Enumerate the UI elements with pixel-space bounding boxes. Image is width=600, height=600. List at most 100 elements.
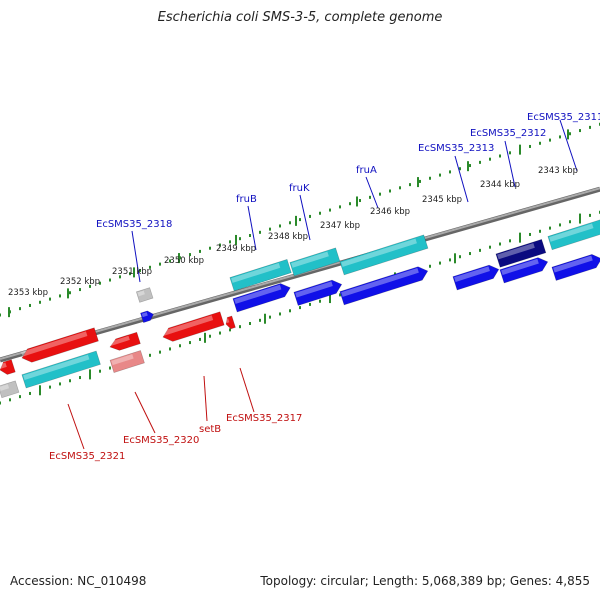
gene-setB bbox=[225, 315, 236, 330]
cds-fruA-sheen bbox=[341, 238, 417, 267]
gene-label: EcSMS35_2313 bbox=[418, 143, 494, 154]
leader-line bbox=[299, 194, 311, 241]
gene-labels: EcSMS35_2311 EcSMS35_2312 EcSMS35_2313 fruA… bbox=[49, 112, 600, 462]
gene-label: EcSMS35_2320 bbox=[123, 435, 199, 446]
gene-label: EcSMS35_2318 bbox=[96, 219, 172, 230]
gene-setB-shape bbox=[225, 315, 236, 330]
gene-edge-sheen bbox=[0, 362, 7, 369]
gene-2311-shape bbox=[551, 254, 600, 281]
gene-2321 bbox=[21, 327, 99, 363]
cds-2311-sheen bbox=[549, 223, 594, 242]
gene-fruB-shape bbox=[232, 283, 291, 313]
cds-2311 bbox=[547, 219, 600, 251]
cds-2321-sheen bbox=[23, 354, 90, 381]
gene-fruB-sheen bbox=[234, 284, 282, 304]
pseudo-edge-shape bbox=[0, 380, 20, 399]
leader-line bbox=[504, 140, 516, 188]
gene-2313-sheen bbox=[454, 266, 490, 282]
feature-track bbox=[0, 219, 600, 399]
upper-tick-track bbox=[0, 122, 600, 318]
cds-2321-shape bbox=[21, 350, 101, 389]
pseudo-2318-shape bbox=[135, 287, 154, 303]
gene-2311 bbox=[551, 254, 600, 281]
position-label: 2349 kbp bbox=[216, 244, 256, 254]
gene-2320-sheen bbox=[109, 335, 130, 346]
gene-2313-shape bbox=[452, 264, 500, 291]
gene-2320 bbox=[109, 331, 141, 351]
position-label: 2353 kbp bbox=[8, 288, 48, 298]
leader-line bbox=[365, 176, 379, 209]
gene-label: EcSMS35_2321 bbox=[49, 451, 125, 462]
gene-2321-shape bbox=[21, 327, 99, 363]
gene-2320-setB-shape bbox=[162, 311, 225, 342]
leader-line bbox=[131, 230, 141, 283]
gene-2312 bbox=[499, 257, 549, 284]
accession-text: Accession: NC_010498 bbox=[10, 574, 147, 588]
gene-2312-dark-sheen bbox=[497, 243, 535, 260]
gene-label: EcSMS35_2311 bbox=[527, 112, 600, 123]
gene-2312-shape bbox=[499, 257, 549, 284]
position-label: 2343 kbp bbox=[538, 166, 578, 176]
pseudo-2318-sheen bbox=[137, 290, 145, 297]
gene-edge bbox=[0, 359, 16, 375]
position-label: 2345 kbp bbox=[422, 195, 462, 205]
position-label: 2344 kbp bbox=[480, 180, 520, 190]
position-labels: 2343 kbp 2344 kbp 2345 kbp 2346 kbp 2347 kbp… bbox=[8, 166, 578, 298]
pseudo-2320-sheen bbox=[111, 354, 134, 366]
gene-2311-sheen bbox=[553, 255, 593, 273]
gene-label: EcSMS35_2317 bbox=[226, 413, 302, 424]
pseudo-2320 bbox=[109, 350, 145, 373]
gene-fruK bbox=[293, 279, 343, 306]
leader-line bbox=[247, 205, 257, 251]
leader-line bbox=[134, 391, 156, 434]
gene-2318 bbox=[140, 310, 154, 323]
gene-2320-setB bbox=[162, 311, 225, 342]
cds-fruB-sheen bbox=[231, 263, 281, 283]
gene-label: fruA bbox=[356, 165, 377, 176]
gene-fruA-shape bbox=[339, 266, 429, 306]
leader-line bbox=[203, 375, 208, 422]
cds-fruA-shape bbox=[339, 234, 429, 276]
gene-2320-setB-sheen bbox=[162, 315, 214, 336]
gene-fruA bbox=[339, 266, 429, 306]
pseudo-edge bbox=[0, 380, 20, 399]
gene-2312-sheen bbox=[501, 258, 539, 276]
label-leaders bbox=[67, 119, 578, 450]
position-label: 2348 kbp bbox=[268, 232, 308, 242]
cds-fruK-sheen bbox=[291, 251, 329, 268]
gene-2312-dark bbox=[495, 239, 547, 268]
leader-line bbox=[67, 403, 85, 450]
gene-2320-shape bbox=[109, 331, 141, 351]
gene-setB-sheen bbox=[225, 318, 230, 324]
position-label: 2347 kbp bbox=[320, 221, 360, 231]
gene-2313 bbox=[452, 264, 500, 291]
gene-label: setB bbox=[199, 424, 221, 435]
gene-fruK-sheen bbox=[295, 281, 333, 298]
gene-2312-dark-shape bbox=[495, 239, 547, 268]
gene-2318-sheen bbox=[141, 312, 148, 318]
position-label: 2351 kbp bbox=[112, 267, 152, 277]
position-label: 2346 kbp bbox=[370, 207, 410, 217]
cds-fruB bbox=[229, 258, 292, 292]
genome-summary-text: Topology: circular; Length: 5,068,389 bp… bbox=[260, 574, 590, 588]
gene-label: fruK bbox=[289, 183, 310, 194]
gene-fruK-shape bbox=[293, 279, 343, 306]
gene-fruB bbox=[232, 283, 291, 313]
position-label: 2352 kbp bbox=[60, 277, 100, 287]
cds-fruK bbox=[289, 247, 341, 277]
pseudo-edge-sheen bbox=[0, 384, 10, 391]
pseudo-2318 bbox=[135, 287, 154, 303]
gene-2318-shape bbox=[140, 310, 154, 323]
pseudo-2320-shape bbox=[109, 350, 145, 373]
cds-2321 bbox=[21, 350, 101, 389]
leader-line bbox=[239, 367, 255, 413]
cds-2311-shape bbox=[547, 219, 600, 251]
gene-label: fruB bbox=[236, 194, 257, 205]
gene-fruA-sheen bbox=[341, 267, 419, 297]
gene-edge-shape bbox=[0, 359, 16, 375]
leader-line bbox=[454, 155, 469, 203]
leader-line bbox=[559, 119, 578, 172]
gene-label: EcSMS35_2312 bbox=[470, 128, 546, 139]
cds-fruK-shape bbox=[289, 247, 341, 277]
